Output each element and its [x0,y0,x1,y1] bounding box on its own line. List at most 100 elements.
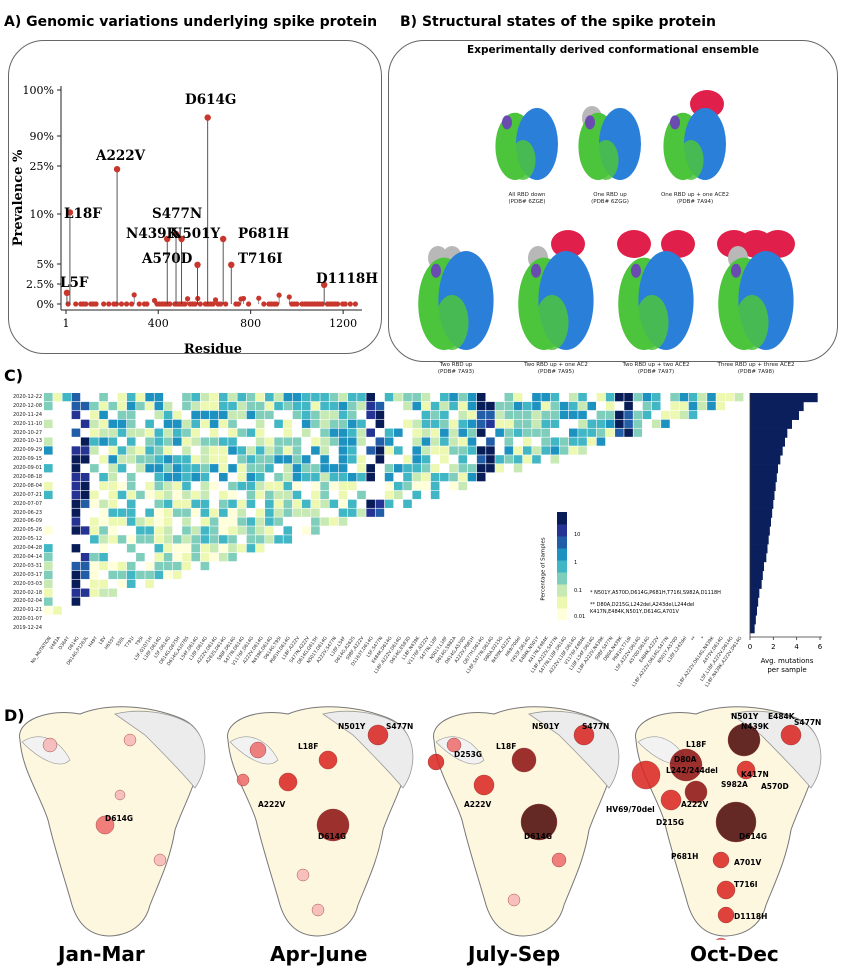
heatmap-cell [449,393,458,402]
heatmap-cell [605,393,615,402]
heatmap-cell [126,446,136,455]
heatmap-cell [486,446,495,455]
heatmap-cell [191,508,200,517]
heatmap-cell [651,419,661,428]
structure-name: All RBD down [508,192,546,198]
heatmap-cell [126,419,136,428]
heatmap-cell [80,401,90,411]
heatmap-cell [384,428,394,437]
heatmap-cell [200,544,210,553]
mutation-label: D614G [524,832,553,841]
heatmap-cell [329,393,339,402]
bar-tick-label: 2 [771,643,775,651]
heatmap-cell [246,517,256,526]
heatmap-cell [421,401,431,411]
mutation-label: A222V [258,800,286,809]
heatmap-cell [108,428,118,437]
heatmap-cell [347,481,357,491]
avg-mutation-bar [750,570,763,580]
avg-mutation-bar [750,553,767,563]
heatmap-cell [384,490,394,500]
point-a570d [194,261,201,268]
heatmap-cell [541,446,550,455]
ace2-blob [551,230,585,258]
heatmap-cell [532,393,541,402]
heatmap-cell [108,535,118,544]
minor-mutation-point [106,301,112,307]
heatmap-cell [688,410,698,420]
structure-caption: Three RBD up + three ACE2 (PDB# 7A98) [700,362,812,376]
heatmap-cell [550,393,560,402]
heatmap-cell [670,410,679,420]
heatmap-cell [71,490,81,500]
heatmap-cell [569,446,578,455]
y-axis-title: Prevalence % [11,149,26,246]
heatmap-cell [154,446,164,455]
heatmap-cell [182,446,191,455]
heatmap-cell [513,410,523,420]
date-label: 2020-09-01 [12,465,42,472]
heatmap-cell [366,401,375,411]
heatmap-cell [172,508,182,517]
date-label: 2020-08-04 [12,482,42,489]
heatmap-cell [191,437,200,446]
heatmap-cell [191,499,200,508]
mutation-hotspot [631,760,661,790]
heatmap-cell [163,544,173,553]
heatmap-cell [338,508,348,517]
spike-structure: Two RBD up (PDB# 7A93) [400,228,512,376]
heatmap-cell [449,464,458,473]
heatmap-cell [384,446,394,455]
heatmap-cell [163,473,173,482]
heatmap-cell [513,446,523,455]
heatmap-cell [384,473,394,482]
heatmap-cell [615,428,624,437]
heatmap-cell [117,393,127,402]
heatmap-cell [384,437,394,446]
quarter-label-oct-dec: Oct-Dec [690,942,779,966]
heatmap-cell [163,499,173,508]
spike-structure-render [617,230,695,350]
heatmap-cell [569,393,578,402]
green-stalk [510,140,536,180]
heatmap-cell [559,401,569,411]
heatmap-cell [182,553,191,562]
heatmap-cell [476,455,486,464]
avg-mutation-bar [750,481,776,492]
colorbar-segment [557,596,567,609]
heatmap-cell [403,481,412,491]
heatmap-cell [246,544,256,553]
colorbar-segment [557,524,567,537]
heatmap-cell [624,401,633,411]
heatmap-cell [255,455,265,464]
heatmap-cell [71,597,81,606]
mutation-label: S477N [582,722,610,731]
heatmap-cell [255,517,265,526]
heatmap-cell [476,464,486,473]
mutation-hotspot [507,893,521,907]
heatmap-cell [154,481,164,491]
heatmap-cell [633,419,643,428]
minor-mutation-point [319,301,325,307]
colorbar [557,512,567,620]
heatmap-cell [338,410,348,420]
panel-a-title: A) Genomic variations underlying spike p… [4,14,378,30]
heatmap-cell [605,401,615,411]
heatmap-cell [108,464,118,473]
minor-mutation-point [256,295,262,301]
heatmap-cell [587,401,597,411]
green-stalk [678,140,704,180]
heatmap-cell [255,526,265,535]
heatmap-cell [357,490,366,500]
heatmap-cell [237,446,247,455]
heatmap-cell [117,428,127,437]
heatmap-cell [412,446,422,455]
heatmap-cell [108,508,118,517]
heatmap-cell [707,401,716,411]
colorbar-tick-0.1: 0.1 [574,588,582,594]
heatmap-cell [430,473,440,482]
heatmap-cell [467,428,477,437]
heatmap-cell [532,428,541,437]
mutation-label: A701V [734,858,762,867]
heatmap-cell [126,437,136,446]
